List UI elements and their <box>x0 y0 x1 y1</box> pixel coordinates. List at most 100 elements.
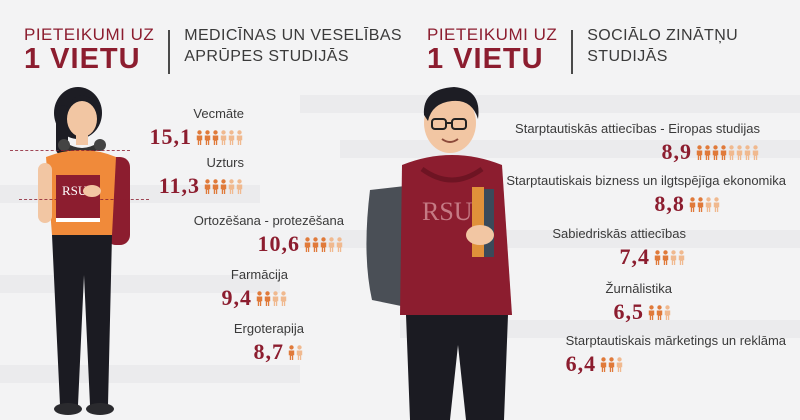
stat-row: 6,4 <box>566 351 786 377</box>
stat-value: 15,1 <box>149 124 192 149</box>
people-icons <box>196 129 244 145</box>
people-icons <box>696 144 760 160</box>
person-icon <box>312 236 319 252</box>
person-icon <box>320 236 327 252</box>
dashed-leader-line <box>18 199 149 200</box>
person-icon <box>204 178 211 194</box>
person-icon <box>616 356 623 372</box>
right-header: PIETEIKUMI UZ 1 VIETU SOCIĀLO ZINĀTŅU ST… <box>427 26 738 74</box>
right-stat-item: Žurnālistika 6,5 <box>606 281 672 325</box>
person-icon <box>220 178 227 194</box>
person-icon <box>288 344 295 360</box>
stat-row: 7,4 <box>552 244 686 270</box>
person-icon <box>752 144 759 160</box>
right-header-separator <box>571 30 574 74</box>
person-icon <box>664 304 671 320</box>
stat-value: 10,6 <box>257 231 300 256</box>
stat-row: 10,6 <box>194 231 344 257</box>
right-subtitle-line1: SOCIĀLO ZINĀTŅU <box>587 27 739 44</box>
person-icon <box>705 196 712 212</box>
left-kicker-line2: 1 VIETU <box>24 43 141 75</box>
right-stat-item: Starptautiskais bizness un ilgtspējīga e… <box>506 173 786 217</box>
right-subtitle-line2: STUDIJĀS <box>587 47 668 65</box>
left-stat-item: Uzturs 11,3 <box>18 155 244 200</box>
person-icon <box>304 236 311 252</box>
person-icon <box>713 196 720 212</box>
stat-value: 8,8 <box>654 191 685 216</box>
left-kicker: PIETEIKUMI UZ 1 VIETU <box>24 26 154 74</box>
person-icon <box>220 129 227 145</box>
right-kicker-line2: 1 VIETU <box>427 43 544 75</box>
person-icon <box>236 129 243 145</box>
person-icon <box>328 236 335 252</box>
people-icons <box>689 196 721 212</box>
stat-value: 6,5 <box>613 299 644 324</box>
person-icon <box>704 144 711 160</box>
left-header: PIETEIKUMI UZ 1 VIETU MEDICĪNAS UN VESEL… <box>24 26 402 74</box>
person-icon <box>280 290 287 306</box>
person-icon <box>696 144 703 160</box>
right-kicker-line1: PIETEIKUMI UZ <box>427 25 558 44</box>
stat-row: 8,7 <box>234 339 304 365</box>
people-icons <box>600 356 624 372</box>
stat-label: Sabiedriskās attiecības <box>552 226 686 241</box>
left-subtitle-line1: MEDICĪNAS UN VESELĪBAS <box>184 27 402 44</box>
left-stat-item: Ortozēšana - protezēšana 10,6 <box>194 213 344 257</box>
stat-label: Farmācija <box>230 267 288 282</box>
stat-label: Vecmāte <box>193 106 244 121</box>
person-icon <box>600 356 607 372</box>
stat-label: Starptautiskās attiecības - Eiropas stud… <box>515 121 760 136</box>
people-icons <box>648 304 672 320</box>
stat-value: 8,9 <box>661 139 692 164</box>
left-stat-item: Farmācija 9,4 <box>222 267 289 311</box>
left-kicker-line1: PIETEIKUMI UZ <box>24 25 155 44</box>
person-icon <box>204 129 211 145</box>
female-shirt-logo: RSU <box>62 183 88 198</box>
person-icon <box>236 178 243 194</box>
dashed-leader-line <box>9 150 130 151</box>
person-icon <box>678 249 685 265</box>
person-icon <box>228 178 235 194</box>
male-student-illustration: RSU <box>366 87 512 420</box>
left-stat-item: Ergoterapija 8,7 <box>234 321 304 365</box>
people-icons <box>654 249 686 265</box>
person-icon <box>196 129 203 145</box>
person-icon <box>670 249 677 265</box>
person-icon <box>728 144 735 160</box>
person-icon <box>662 249 669 265</box>
left-subtitle-line2: APRŪPES STUDIJĀS <box>184 47 349 65</box>
stat-value: 8,7 <box>253 339 284 364</box>
person-icon <box>228 129 235 145</box>
person-icon <box>272 290 279 306</box>
stat-row: 6,5 <box>606 299 672 325</box>
stat-value: 6,4 <box>565 351 597 376</box>
right-stat-item: Starptautiskās attiecības - Eiropas stud… <box>515 121 760 165</box>
stat-label: Ergoterapija <box>233 321 304 336</box>
stat-row: 9,4 <box>222 285 289 311</box>
left-stat-item: Vecmāte 15,1 <box>9 106 245 151</box>
person-icon <box>712 144 719 160</box>
people-icons <box>304 236 344 252</box>
left-header-separator <box>168 30 171 74</box>
stat-label: Uzturs <box>206 155 244 170</box>
stat-value: 7,4 <box>619 244 650 269</box>
person-icon <box>656 304 663 320</box>
right-stat-item: Starptautiskais mārketings un reklāma 6,… <box>566 333 786 377</box>
person-icon <box>264 290 271 306</box>
person-icon <box>697 196 704 212</box>
person-icon <box>648 304 655 320</box>
right-kicker: PIETEIKUMI UZ 1 VIETU <box>427 26 557 74</box>
person-icon <box>212 129 219 145</box>
stat-value: 11,3 <box>158 173 200 198</box>
stat-row: 15,1 <box>150 124 245 150</box>
person-icon <box>744 144 751 160</box>
person-icon <box>720 144 727 160</box>
stat-row: 8,8 <box>506 191 786 217</box>
stat-row: 11,3 <box>159 173 244 199</box>
person-icon <box>608 356 615 372</box>
person-icon <box>256 290 263 306</box>
left-subtitle: MEDICĪNAS UN VESELĪBAS APRŪPES STUDIJĀS <box>184 26 402 68</box>
stat-label: Ortozēšana - protezēšana <box>193 213 344 228</box>
people-icons <box>204 178 244 194</box>
right-stat-item: Sabiedriskās attiecības 7,4 <box>552 226 686 270</box>
